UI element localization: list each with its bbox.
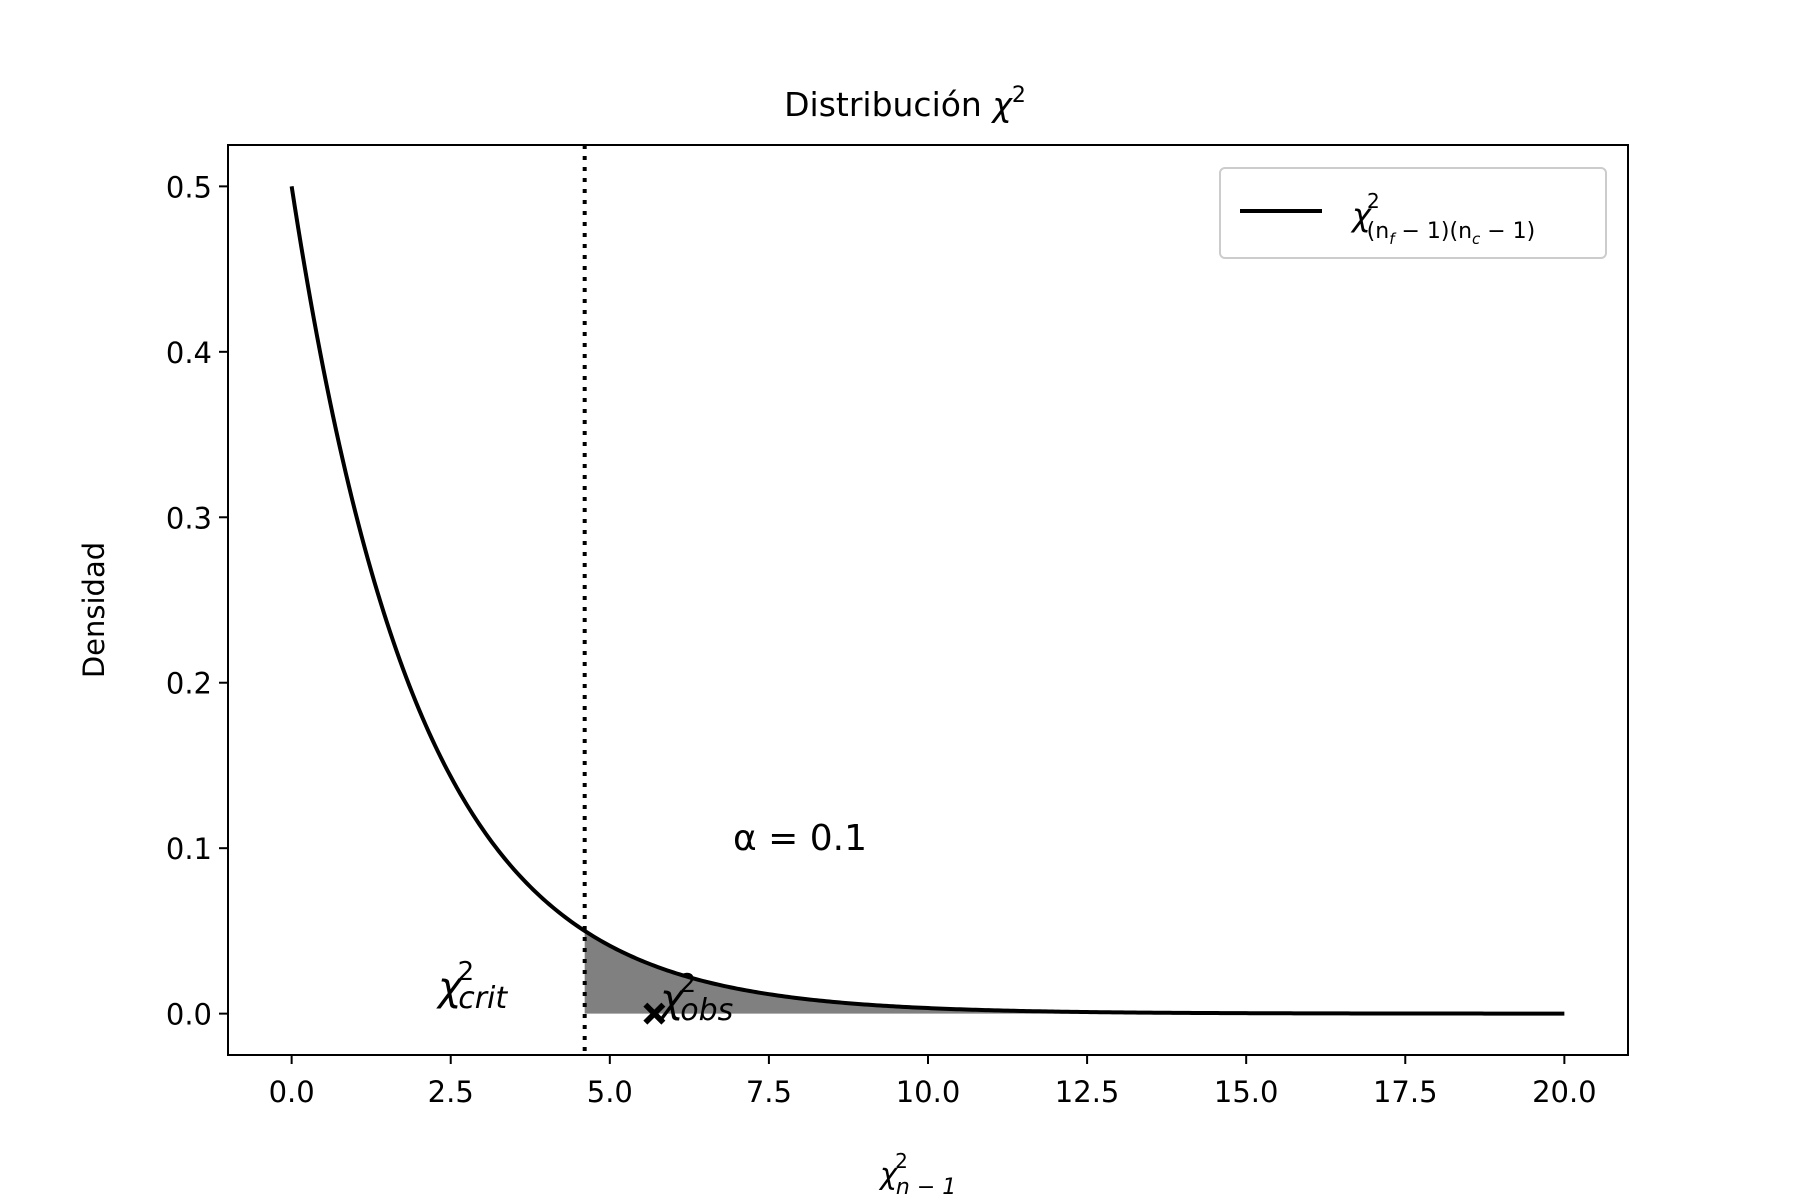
plot-area: 0.0 2.5 5.0 7.5 10.0 12.5 15.0 17.5 20.0 0.0 0.1 0.… [166, 144, 1629, 1109]
observed-label: χ2 obs [658, 969, 733, 1028]
x-tick-label: 12.5 [1055, 1075, 1120, 1109]
y-tick-label: 0.0 [166, 998, 212, 1032]
x-tick-label: 0.0 [269, 1075, 315, 1109]
x-tick-label: 20.0 [1532, 1075, 1597, 1109]
legend-label: χ2 (nf − 1)(nc − 1) [1350, 189, 1535, 248]
critical-label: χ2 crit [436, 957, 508, 1016]
y-tick-label: 0.4 [166, 336, 212, 370]
axes-frame [227, 144, 1629, 1056]
x-axis-label: χ2 n − 1 [878, 1149, 956, 1200]
x-tick-label: 2.5 [428, 1075, 474, 1109]
x-tick-label: 15.0 [1214, 1075, 1279, 1109]
rejection-region [584, 930, 1565, 1014]
density-curve [289, 186, 1565, 1016]
legend-box [1219, 167, 1607, 259]
observed-marker [643, 1002, 666, 1025]
legend: χ2 (nf − 1)(nc − 1) [1219, 167, 1607, 259]
y-axis-label: Densidad [77, 542, 111, 678]
chart-title: Distribución χ2 [784, 83, 1026, 124]
y-tick-label: 0.3 [166, 501, 212, 535]
x-tick-label: 17.5 [1373, 1075, 1438, 1109]
y-tick-label: 0.1 [166, 832, 212, 866]
y-tick-label: 0.2 [166, 667, 212, 701]
x-tick-label: 7.5 [746, 1075, 792, 1109]
y-tick-label: 0.5 [166, 170, 212, 204]
alpha-annotation: α = 0.1 [733, 818, 867, 859]
x-tick-label: 5.0 [587, 1075, 633, 1109]
x-tick-label: 10.0 [896, 1075, 961, 1109]
